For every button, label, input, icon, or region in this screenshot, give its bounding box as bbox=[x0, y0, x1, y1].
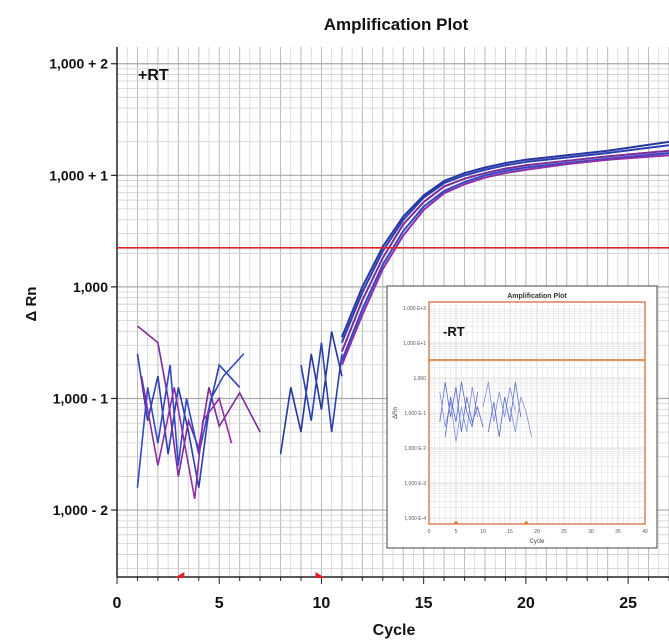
x-tick-label: 5 bbox=[215, 595, 224, 612]
inset-x-tick-label: 5 bbox=[455, 529, 458, 535]
inset-x-tick-label: 35 bbox=[615, 529, 621, 535]
x-tick-label: 20 bbox=[517, 595, 535, 612]
inset-baseline-marker bbox=[525, 521, 528, 524]
inset-x-tick-label: 40 bbox=[642, 529, 648, 535]
inset-annotation: -RT bbox=[443, 324, 465, 339]
inset-x-tick-label: 20 bbox=[534, 529, 540, 535]
inset-x-tick-label: 30 bbox=[588, 529, 594, 535]
inset-x-tick-label: 0 bbox=[428, 529, 431, 535]
inset-y-axis-label: ΔRn bbox=[393, 407, 399, 419]
y-tick-label: 1,000 - 2 bbox=[53, 502, 108, 518]
inset-y-tick-label: 1,000 E-3 bbox=[404, 481, 426, 487]
x-tick-label: 0 bbox=[113, 595, 122, 612]
noise-trace bbox=[142, 376, 232, 499]
inset-frame bbox=[387, 286, 657, 548]
y-tick-label: 1,000 + 1 bbox=[49, 167, 108, 183]
inset-x-tick-label: 10 bbox=[480, 529, 486, 535]
inset-y-tick-label: 1,000 E+1 bbox=[403, 341, 426, 347]
x-axis-label: Cycle bbox=[373, 622, 416, 639]
inset-y-tick-label: 1,000 E-2 bbox=[404, 446, 426, 452]
inset-baseline-marker bbox=[454, 521, 457, 524]
inset-y-tick-label: 1,000 bbox=[413, 376, 426, 382]
inset-y-tick-label: 1,000 E+2 bbox=[403, 306, 426, 312]
rt-annotation: +RT bbox=[138, 67, 169, 84]
chart-title: Amplification Plot bbox=[324, 15, 469, 34]
y-tick-label: 1,000 bbox=[73, 279, 108, 295]
inset-x-axis-label: Cycle bbox=[529, 539, 545, 545]
y-tick-label: 1,000 - 1 bbox=[53, 390, 108, 406]
y-axis-label: Δ Rn bbox=[23, 287, 40, 322]
inset-y-tick-label: 1,000 E-4 bbox=[404, 516, 426, 522]
inset-x-tick-label: 25 bbox=[561, 529, 567, 535]
x-tick-label: 25 bbox=[619, 595, 637, 612]
inset-x-tick-label: 15 bbox=[507, 529, 513, 535]
inset-title: Amplification Plot bbox=[507, 293, 567, 300]
y-tick-label: 1,000 + 2 bbox=[49, 56, 108, 72]
x-tick-label: 15 bbox=[415, 595, 433, 612]
x-tick-label: 10 bbox=[313, 595, 331, 612]
inset-chart: Amplification Plot 1,000 E+2 1,000 E+1 1,00… bbox=[387, 286, 657, 548]
inset-y-tick-label: 1,000 E-1 bbox=[404, 411, 426, 417]
